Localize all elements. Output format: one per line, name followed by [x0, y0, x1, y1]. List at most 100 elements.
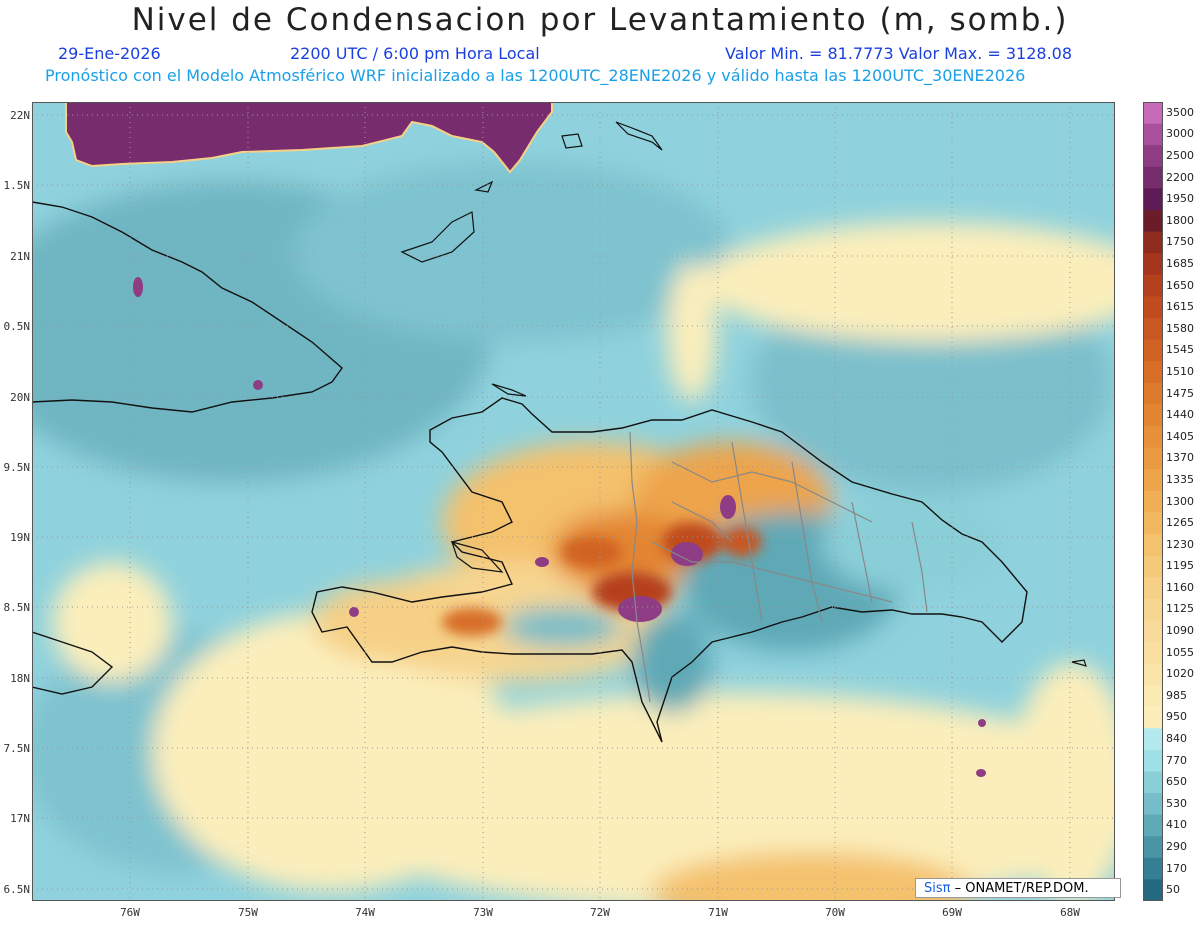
colorbar-swatch — [1143, 447, 1163, 470]
lat-label: 9.5N — [3, 461, 31, 474]
colorbar-swatch — [1143, 685, 1163, 708]
colorbar-label: 1195 — [1166, 559, 1194, 573]
colorbar-label: 1615 — [1166, 300, 1194, 314]
colorbar-label: 1545 — [1166, 343, 1194, 357]
cuba-coastline — [32, 201, 343, 413]
colorbar-label: 3000 — [1166, 127, 1194, 141]
colorbar-swatch — [1143, 512, 1163, 535]
colorbar-label: 170 — [1166, 861, 1187, 875]
high-lcl-spot — [349, 607, 359, 617]
colorbar-swatch — [1143, 620, 1163, 643]
credit-box: Sisπ – ONAMET/REP.DOM. — [915, 878, 1121, 898]
colorbar-label: 1405 — [1166, 429, 1194, 443]
lon-label: 72W — [590, 906, 610, 919]
colorbar-swatch — [1143, 404, 1163, 427]
high-lcl-spot — [133, 277, 143, 297]
lon-label: 69W — [942, 906, 962, 919]
colorbar-label: 1125 — [1166, 602, 1194, 616]
colorbar-label: 2500 — [1166, 148, 1194, 162]
colorbar-swatch — [1143, 274, 1163, 297]
model-description: Pronóstico con el Modelo Atmosférico WRF… — [45, 66, 1026, 85]
colorbar-label: 3500 — [1166, 105, 1194, 119]
lat-label: 7.5N — [3, 742, 31, 755]
colorbar-swatch — [1143, 469, 1163, 492]
colorbar-swatch — [1143, 793, 1163, 816]
colorbar-label: 1090 — [1166, 624, 1194, 638]
colorbar-swatch — [1143, 188, 1163, 211]
bahamas-island — [474, 180, 494, 193]
colorbar-swatch — [1143, 425, 1163, 449]
lat-label: 21N — [10, 250, 30, 263]
forecast-date: 29-Ene-2026 — [58, 44, 161, 63]
lon-label: 75W — [238, 906, 258, 919]
colorbar-swatch — [1143, 339, 1163, 362]
tortuga-island — [491, 383, 527, 397]
high-lcl-spot — [618, 596, 662, 622]
high-lcl-spot — [535, 557, 549, 567]
lon-label: 68W — [1060, 906, 1080, 919]
colorbar-swatch — [1143, 598, 1163, 621]
shading-field — [32, 162, 1115, 901]
colorbar-label: 1440 — [1166, 408, 1194, 422]
lon-label: 71W — [708, 906, 728, 919]
colorbar-label: 985 — [1166, 688, 1187, 702]
colorbar-swatch — [1143, 231, 1163, 254]
colorbar-label: 1580 — [1166, 321, 1194, 335]
province-borders — [629, 431, 928, 703]
colorbar-label: 1750 — [1166, 235, 1194, 249]
lon-label: 70W — [825, 906, 845, 919]
map-title: Nivel de Condensacion por Levantamiento … — [131, 2, 1069, 38]
lat-label: 20N — [10, 391, 30, 404]
high-lcl-spot — [978, 719, 986, 727]
high-lcl-spot — [253, 380, 263, 390]
colorbar-label: 1370 — [1166, 451, 1194, 465]
colorbar-label: 950 — [1166, 710, 1187, 724]
forecast-time: 2200 UTC / 6:00 pm Hora Local — [290, 44, 540, 63]
lat-label: 19N — [10, 531, 30, 544]
colorbar-label: 1265 — [1166, 516, 1194, 530]
colorbar-swatch — [1143, 166, 1163, 189]
colorbar-swatch — [1143, 728, 1163, 751]
colorbar-swatch — [1143, 296, 1163, 319]
credit-org: – ONAMET/REP.DOM. — [954, 881, 1089, 896]
lat-label: 17N — [10, 812, 30, 825]
islet — [1071, 659, 1087, 667]
colorbar-label: 1510 — [1166, 364, 1194, 378]
colorbar-label: 1650 — [1166, 278, 1194, 292]
colorbar-swatch — [1143, 123, 1163, 146]
colorbar — [1143, 102, 1163, 901]
lat-label: 18N — [10, 672, 30, 685]
colorbar-label: 1685 — [1166, 256, 1194, 270]
colorbar-swatch — [1143, 555, 1163, 578]
colorbar-label: 1300 — [1166, 494, 1194, 508]
colorbar-swatch — [1143, 533, 1163, 556]
bahamas-island — [615, 121, 663, 151]
high-lcl-region — [65, 102, 553, 174]
lat-label: 8.5N — [3, 601, 31, 614]
colorbar-swatch — [1143, 771, 1163, 794]
colorbar-label: 290 — [1166, 840, 1187, 853]
gonave-island — [451, 541, 504, 573]
colorbar-swatch — [1143, 382, 1163, 405]
sispi-logo: Sisπ — [924, 881, 951, 896]
high-lcl-spot — [720, 495, 736, 519]
colorbar-label: 1335 — [1166, 472, 1194, 486]
lon-label: 74W — [355, 906, 375, 919]
colorbar-label: 50 — [1166, 883, 1180, 897]
colorbar-label: 2200 — [1166, 170, 1194, 184]
colorbar-swatch — [1143, 663, 1163, 686]
colorbar-swatch — [1143, 102, 1163, 125]
lon-label: 76W — [120, 906, 140, 919]
colorbar-label: 1475 — [1166, 386, 1194, 400]
high-lcl-spot — [976, 769, 986, 777]
colorbar-swatch — [1143, 641, 1163, 664]
colorbar-swatch — [1143, 706, 1163, 729]
colorbar-label: 1230 — [1166, 537, 1194, 551]
colorbar-label: 770 — [1166, 753, 1187, 767]
colorbar-swatch — [1143, 317, 1163, 341]
colorbar-label: 650 — [1166, 775, 1187, 789]
colorbar-swatch — [1143, 749, 1163, 772]
jamaica-coastline — [32, 631, 114, 695]
map-frame — [32, 102, 1115, 901]
graticule — [32, 102, 1115, 901]
